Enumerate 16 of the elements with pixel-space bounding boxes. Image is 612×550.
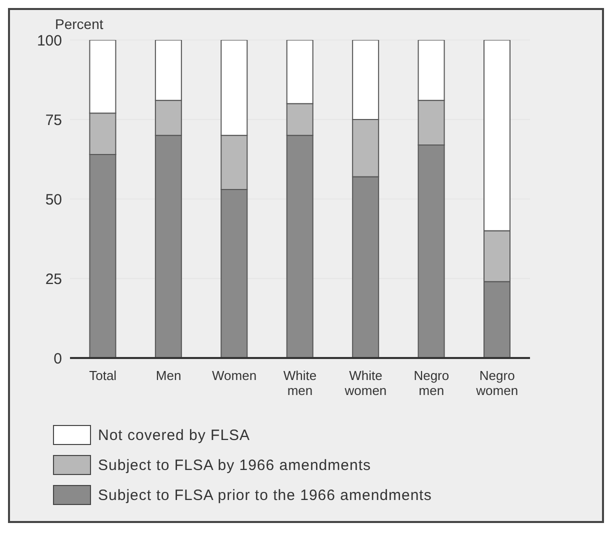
x-tick-label: White men bbox=[283, 368, 317, 398]
x-tick-label: Men bbox=[156, 368, 182, 383]
x-tick-label: Total bbox=[89, 368, 117, 383]
legend-label: Subject to FLSA prior to the 1966 amendments bbox=[98, 486, 432, 504]
y-axis-title: Percent bbox=[55, 16, 104, 32]
x-tick-label: White women bbox=[344, 368, 387, 398]
x-tick-label: Women bbox=[212, 368, 257, 383]
legend-label: Not covered by FLSA bbox=[98, 426, 250, 444]
y-tick-label: 75 bbox=[45, 112, 62, 129]
y-tick-label: 100 bbox=[36, 32, 62, 50]
y-tick-label: 25 bbox=[45, 270, 62, 288]
y-tick-label: 0 bbox=[54, 350, 62, 368]
x-tick-label: Negro women bbox=[475, 368, 518, 398]
legend-label: Subject to FLSA by 1966 amendments bbox=[98, 456, 371, 474]
x-tick-label: Negro men bbox=[414, 368, 450, 398]
y-tick-label: 50 bbox=[45, 191, 62, 208]
